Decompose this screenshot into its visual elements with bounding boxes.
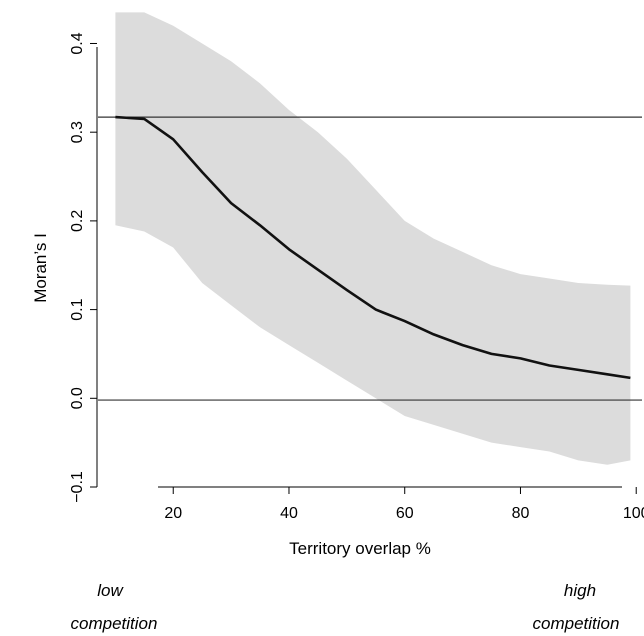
y-tick-label: 0.3 — [69, 121, 86, 143]
x-tick-label: 40 — [280, 505, 298, 522]
y-tick-label: 0.2 — [69, 210, 86, 232]
y-ticks: −0.1 0.0 0.1 0.2 0.3 0.4 — [69, 32, 97, 503]
x-tick-label: 80 — [512, 505, 530, 522]
y-tick-label: 0.4 — [69, 32, 86, 54]
x-tick-label: 60 — [396, 505, 414, 522]
y-tick-label: 0.0 — [69, 387, 86, 409]
annotation-competition-right: competition — [533, 614, 620, 633]
y-tick-label: 0.1 — [69, 298, 86, 320]
x-tick-label: 100 — [623, 505, 644, 522]
mean-line — [115, 115, 631, 380]
y-axis-title: Moran’s I — [31, 233, 50, 303]
annotation-low: low — [97, 581, 124, 600]
annotation-competition-left: competition — [71, 614, 158, 633]
axes — [96, 47, 622, 488]
x-tick-label: 20 — [164, 505, 182, 522]
plot-area — [98, 12, 642, 465]
x-ticks: 20 40 60 80 100 — [164, 487, 644, 522]
annotation-high: high — [564, 581, 596, 600]
y-tick-label: −0.1 — [69, 471, 86, 503]
x-axis-title: Territory overlap % — [289, 539, 431, 558]
envelope-band — [115, 12, 631, 465]
